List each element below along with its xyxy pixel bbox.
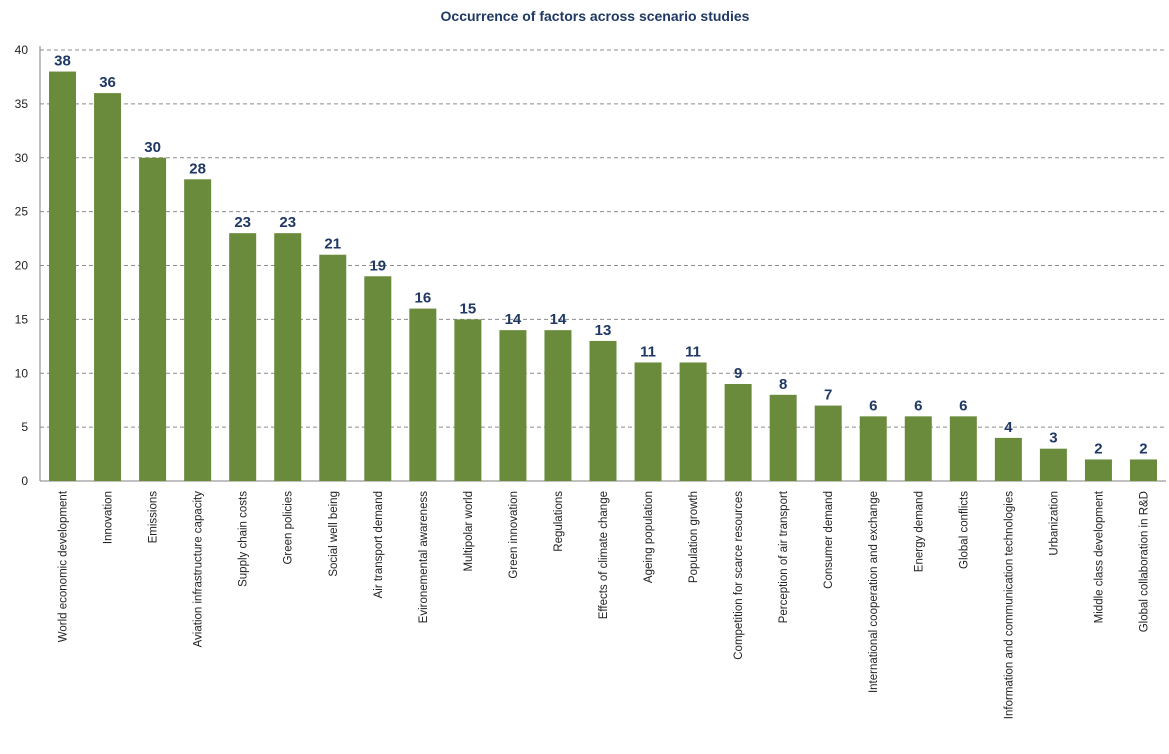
data-label: 3 <box>1049 430 1057 447</box>
data-label: 19 <box>369 257 386 274</box>
y-tick-label: 10 <box>15 366 29 380</box>
x-category-label: Middle class development <box>1093 490 1105 623</box>
x-category-label: Emissions <box>148 491 160 544</box>
x-category-label: Urbanization <box>1048 491 1060 556</box>
data-label: 4 <box>1004 419 1013 436</box>
data-label: 11 <box>685 343 701 360</box>
bar <box>769 394 797 481</box>
bar <box>1129 459 1157 481</box>
data-label: 6 <box>869 397 877 414</box>
bar <box>679 362 707 481</box>
bar <box>499 330 527 481</box>
data-label: 30 <box>144 139 161 156</box>
x-category-label: Information and communication technologi… <box>1003 491 1015 719</box>
bar <box>94 93 122 481</box>
x-category-label: Evironemental awareness <box>418 491 430 624</box>
x-category-label: Regulations <box>553 491 565 552</box>
x-category-label: Energy demand <box>913 491 925 572</box>
y-tick-label: 40 <box>15 43 29 57</box>
bar <box>184 179 212 482</box>
bar <box>319 254 347 481</box>
x-category-label: Supply chain costs <box>238 491 250 587</box>
x-category-label: Consumer demand <box>823 491 835 589</box>
bar <box>454 319 482 481</box>
data-label: 9 <box>734 365 742 382</box>
x-category-label: Population growth <box>688 491 700 583</box>
bar <box>859 416 887 481</box>
bar <box>409 308 437 481</box>
data-label: 38 <box>54 53 71 70</box>
x-category-label: Global conflicts <box>958 491 970 569</box>
bar <box>994 437 1022 481</box>
bar <box>139 157 167 481</box>
data-label: 8 <box>779 376 787 393</box>
data-label: 2 <box>1094 440 1102 457</box>
x-category-label: International cooperation and exchange <box>868 491 880 693</box>
bar <box>1039 448 1067 481</box>
data-label: 13 <box>595 322 612 339</box>
y-tick-label: 35 <box>15 97 29 111</box>
y-tick-label: 15 <box>15 312 29 326</box>
x-category-label: Multipolar world <box>463 491 475 572</box>
bar <box>229 233 257 481</box>
data-label: 6 <box>959 397 967 414</box>
data-label: 16 <box>414 290 431 307</box>
data-label: 7 <box>824 387 832 404</box>
chart-title: Occurrence of factors across scenario st… <box>440 8 750 24</box>
data-label: 23 <box>234 214 251 231</box>
data-label: 15 <box>460 300 477 317</box>
data-label: 23 <box>279 214 296 231</box>
bar <box>49 71 77 482</box>
data-label: 6 <box>914 397 922 414</box>
data-label: 21 <box>324 236 341 253</box>
bar <box>1084 459 1112 481</box>
y-tick-label: 25 <box>15 205 29 219</box>
x-category-label: World economic development <box>58 490 70 642</box>
data-label: 28 <box>189 160 206 177</box>
x-category-label: Innovation <box>103 491 115 544</box>
x-category-label: Global collaboration in R&D <box>1138 491 1150 632</box>
x-category-label: Ageing population <box>643 491 655 583</box>
bar <box>904 416 932 481</box>
x-category-label: Green innovation <box>508 491 520 579</box>
x-category-label: Air transport demand <box>373 491 385 598</box>
y-tick-label: 30 <box>15 151 29 165</box>
y-tick-label: 5 <box>21 420 28 434</box>
x-category-label: Green policies <box>283 491 295 565</box>
data-label: 36 <box>99 74 116 91</box>
y-tick-label: 20 <box>15 259 29 273</box>
bar <box>274 233 302 481</box>
bar <box>724 384 752 481</box>
y-tick-label: 0 <box>21 474 28 488</box>
x-category-label: Competition for scarce resources <box>733 491 745 660</box>
x-category-label: Aviation infrastructure capacity <box>193 491 205 648</box>
data-label: 14 <box>550 311 567 328</box>
bar <box>544 330 572 481</box>
data-label: 14 <box>505 311 522 328</box>
bar <box>814 405 842 481</box>
x-category-label: Perception of air transport <box>778 490 790 623</box>
data-label: 2 <box>1139 440 1147 457</box>
bar <box>634 362 662 481</box>
bar <box>589 340 617 481</box>
x-category-label: Social well being <box>328 491 340 577</box>
bar <box>364 276 392 481</box>
x-category-label: Effects of climate change <box>598 491 610 619</box>
data-label: 11 <box>640 343 656 360</box>
bar <box>949 416 977 481</box>
